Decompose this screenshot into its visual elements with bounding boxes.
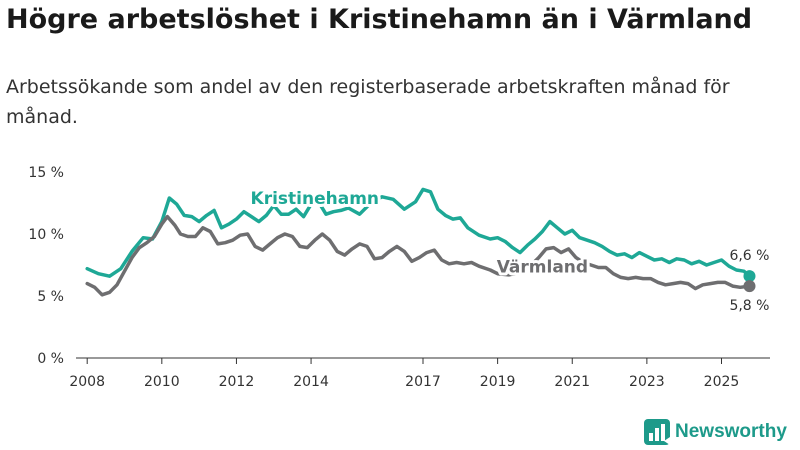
end-label-vrmland: 5,8 %	[729, 298, 769, 314]
brand-name: Newsworthy	[675, 421, 787, 442]
brand-logo: Newsworthy	[644, 419, 787, 445]
x-tick-label: 2021	[554, 374, 590, 390]
end-point-kristinehamn	[743, 270, 756, 283]
y-tick-label: 5 %	[37, 289, 64, 305]
x-tick-label: 2012	[219, 374, 255, 390]
x-tick-label: 2023	[629, 374, 665, 390]
series-line-kristinehamn	[85, 187, 752, 278]
x-tick-label: 2017	[405, 374, 441, 390]
series-line-vrmland	[85, 214, 752, 297]
x-tick-label: 2008	[69, 374, 105, 390]
newsworthy-logo-icon	[644, 419, 670, 445]
y-tick-label: 0 %	[37, 351, 64, 367]
series-label-vrmland: Värmland	[497, 257, 588, 277]
chart-subtitle: Arbetssökande som andel av den registerb…	[6, 76, 730, 128]
y-tick-label: 10 %	[28, 227, 64, 243]
x-tick-label: 2019	[480, 374, 516, 390]
chart-title: Högre arbetslöshet i Kristinehamn än i V…	[6, 4, 753, 35]
x-tick-label: 2025	[704, 374, 740, 390]
end-point-vrmland	[743, 280, 756, 293]
y-tick-label: 15 %	[28, 165, 64, 181]
x-tick-label: 2010	[144, 374, 180, 390]
x-tick-label: 2014	[293, 374, 329, 390]
series-label-kristinehamn: Kristinehamn	[251, 189, 379, 209]
end-label-kristinehamn: 6,6 %	[729, 248, 769, 264]
